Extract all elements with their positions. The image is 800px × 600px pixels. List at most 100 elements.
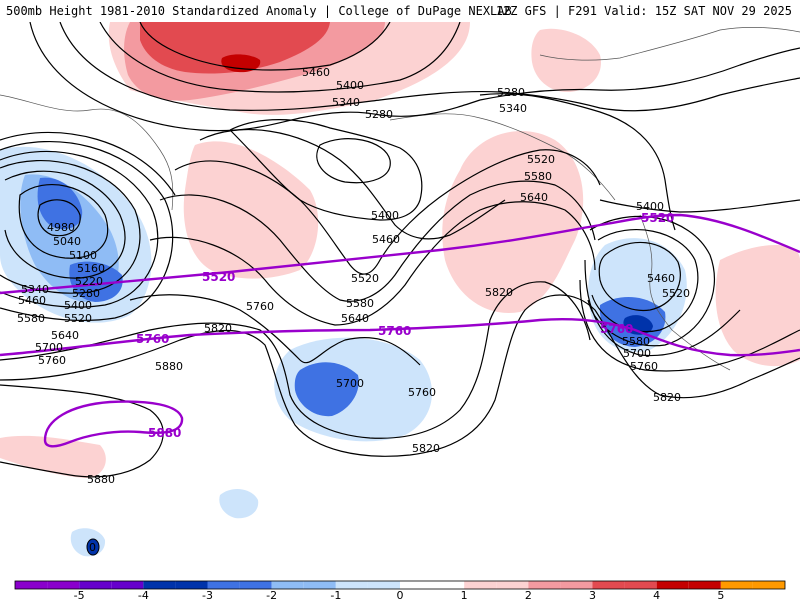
label-5760-c: 5760 xyxy=(246,300,274,313)
label-5820-e: 5820 xyxy=(653,391,681,404)
contour-5220 xyxy=(0,150,159,308)
label-5640-w: 5640 xyxy=(51,329,79,342)
label-5400-c: 5400 xyxy=(371,209,399,222)
color-scale-swatch xyxy=(335,581,368,589)
label-5100: 5100 xyxy=(69,249,97,262)
color-scale-tick-label: -5 xyxy=(74,589,85,600)
color-scale-swatch xyxy=(79,581,112,589)
color-scale-outline xyxy=(14,580,786,590)
color-scale-swatch xyxy=(720,581,753,589)
label-5340-n: 5340 xyxy=(332,96,360,109)
anomaly-pos-1-gulf xyxy=(531,28,601,93)
product-title: 500mb Height 1981-2010 Standardized Anom… xyxy=(6,4,512,18)
coastline-asia-alaska xyxy=(0,94,174,211)
label-5580-e: 5580 xyxy=(622,335,650,348)
color-scale-swatch xyxy=(271,581,304,589)
contour-5640-mid xyxy=(149,201,596,326)
low-marker-ring xyxy=(86,538,100,556)
anomaly-pos-1-central xyxy=(442,131,584,313)
contour-5880-sw xyxy=(0,384,164,478)
anomaly-neg-3-west-a xyxy=(37,177,83,230)
contour-5580-mid xyxy=(159,180,596,302)
contour-5280-ne xyxy=(479,93,676,231)
climo-label-5520-w: 5520 xyxy=(202,270,235,284)
color-scale-tick-label: 3 xyxy=(589,589,596,600)
contour-5460-north xyxy=(139,22,391,71)
color-scale-bar: -5 -4 -3 -2 -1 0 1 2 3 4 5 xyxy=(14,580,786,600)
climo-label-5760-w: 5760 xyxy=(136,332,169,346)
label-5820-c: 5820 xyxy=(204,322,232,335)
climatology-contours xyxy=(0,213,800,448)
label-5520-c: 5520 xyxy=(351,272,379,285)
contour-4980 xyxy=(37,199,81,237)
color-scale-swatch xyxy=(560,581,593,589)
contour-5700-mid xyxy=(129,294,421,366)
label-5460-w: 5460 xyxy=(18,294,46,307)
label-5520-e: 5520 xyxy=(662,287,690,300)
label-5700-c: 5700 xyxy=(336,377,364,390)
label-4980: 4980 xyxy=(47,221,75,234)
weather-map: 0 5460 5400 5340 5280 5280 5340 4980 504… xyxy=(0,22,800,578)
label-5460-e: 5460 xyxy=(647,272,675,285)
contour-5040 xyxy=(18,184,109,259)
label-5040: 5040 xyxy=(53,235,81,248)
label-5280-w: 5280 xyxy=(72,287,100,300)
color-scale-swatch xyxy=(400,581,433,589)
label-5700-e: 5700 xyxy=(623,347,651,360)
climo-5760 xyxy=(0,317,800,357)
color-scale-swatch xyxy=(432,581,465,589)
climo-label-5880: 5880 xyxy=(148,426,181,440)
color-scale-tick-label: -4 xyxy=(138,589,149,600)
climo-5520 xyxy=(0,213,800,295)
color-scale-tick-label: 0 xyxy=(397,589,404,600)
label-5760-w: 5760 xyxy=(38,354,66,367)
label-5460-c: 5460 xyxy=(372,233,400,246)
color-scale-tick-label: 4 xyxy=(653,589,660,600)
contour-5340-north xyxy=(59,22,800,112)
label-5160: 5160 xyxy=(77,262,105,275)
anomaly-neg-3-central xyxy=(294,362,359,417)
label-5580-c: 5580 xyxy=(346,297,374,310)
anomaly-pos-1-dateline xyxy=(183,141,319,279)
color-scale-tick-label: 1 xyxy=(461,589,468,600)
contour-5700-e xyxy=(584,259,741,357)
label-5400-w: 5400 xyxy=(64,299,92,312)
color-scale-swatch xyxy=(496,581,529,589)
anomaly-neg-1-south-a xyxy=(219,488,259,519)
label-5520-w: 5520 xyxy=(64,312,92,325)
contour-5460-mid xyxy=(199,129,506,240)
contour-5520-mid xyxy=(174,149,601,275)
contour-5280-w xyxy=(0,140,174,321)
label-5880-w: 5880 xyxy=(155,360,183,373)
contour-5100 xyxy=(4,170,126,279)
color-scale-swatch xyxy=(111,581,144,589)
label-5400-e: 5400 xyxy=(636,200,664,213)
contour-5340-w xyxy=(0,131,176,196)
low-marker: 0 xyxy=(86,538,100,556)
contour-labels: 5460 5400 5340 5280 5280 5340 4980 5040 … xyxy=(17,66,690,486)
climo-label-5760-e: 5760 xyxy=(600,322,633,336)
label-5280-n: 5280 xyxy=(365,108,393,121)
color-scale-swatch xyxy=(528,581,561,589)
color-scale-swatches xyxy=(14,580,786,590)
label-5640-ne: 5640 xyxy=(520,191,548,204)
map-title-bar: 500mb Height 1981-2010 Standardized Anom… xyxy=(0,0,800,22)
color-scale-tick-label: -2 xyxy=(266,589,277,600)
anomaly-pos-1-east xyxy=(715,245,800,367)
label-5280-ne: 5280 xyxy=(497,86,525,99)
color-scale-tick-label: -3 xyxy=(202,589,213,600)
contour-5160 xyxy=(0,160,141,294)
color-scale-swatch xyxy=(367,581,400,589)
color-scale-swatch xyxy=(239,581,272,589)
color-scale-swatch xyxy=(656,581,689,589)
climo-label-5520-e: 5520 xyxy=(641,211,674,225)
label-5760-cs: 5760 xyxy=(408,386,436,399)
label-5580-ne: 5580 xyxy=(524,170,552,183)
anomaly-neg-3-west-b xyxy=(69,261,123,302)
color-scale-swatch xyxy=(624,581,657,589)
color-scale-tick-label: 2 xyxy=(525,589,532,600)
coastlines xyxy=(0,27,800,371)
label-5520-ne: 5520 xyxy=(527,153,555,166)
color-scale-swatch xyxy=(175,581,208,589)
label-5460-n: 5460 xyxy=(302,66,330,79)
